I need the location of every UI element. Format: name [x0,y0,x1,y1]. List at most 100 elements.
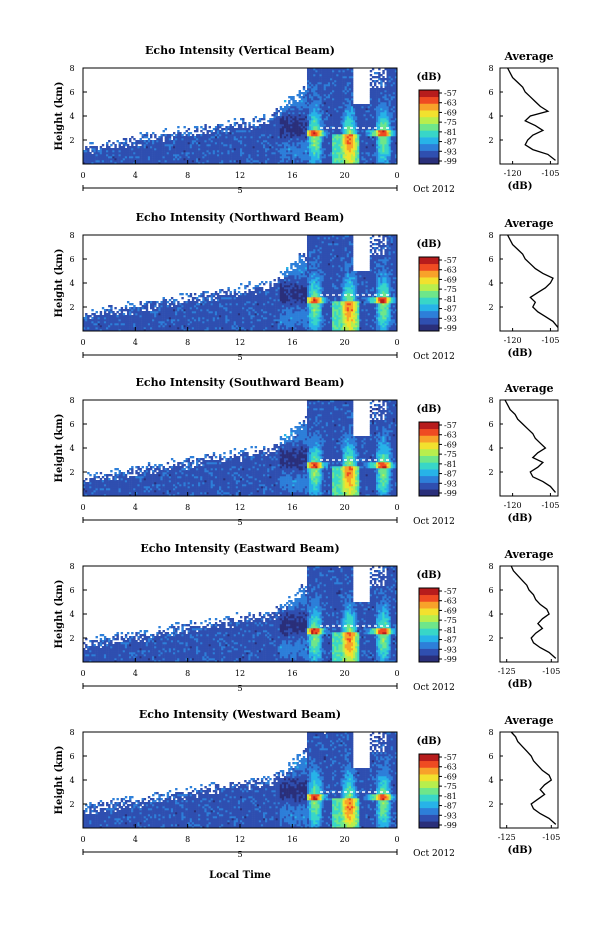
heatmap-cell [315,94,317,96]
heatmap-cell [349,78,351,80]
heatmap-cell [156,311,158,313]
heatmap-cell [343,102,345,104]
heatmap-cell [284,156,286,158]
heatmap-cell [267,156,269,158]
heatmap-cell [345,142,347,144]
heatmap-cell [223,297,225,299]
heatmap-cell [389,136,391,138]
heatmap-cell [246,323,248,325]
heatmap-cell [351,144,353,146]
heatmap-cell [301,130,303,132]
heatmap-cell [261,128,263,130]
heatmap-cell [223,305,225,307]
heatmap-cell [322,124,324,126]
heatmap-cell [265,130,267,132]
heatmap-cell [311,98,313,100]
heatmap-cell [343,144,345,146]
heatmap-cell [209,317,211,319]
heatmap-cell [294,154,296,156]
heatmap-cell [263,148,265,150]
heatmap-cell [87,152,89,154]
heatmap-cell [200,303,202,305]
heatmap-cell [215,126,217,128]
heatmap-cell [129,327,131,329]
heatmap-cell [299,94,301,96]
heatmap-cell [116,150,118,152]
heatmap-cell [209,160,211,162]
heatmap-cell [317,118,319,120]
heatmap-cell [146,321,148,323]
heatmap-cell [204,311,206,313]
heatmap-cell [188,307,190,309]
figure: Echo Intensity (Vertical Beam)2468Height… [0,0,611,929]
heatmap-cell [246,154,248,156]
heatmap-cell [175,307,177,309]
heatmap-cell [215,313,217,315]
heatmap-cell [292,142,294,144]
heatmap-cell [232,327,234,329]
heatmap-cell [286,156,288,158]
heatmap-cell [171,313,173,315]
heatmap-cell [102,154,104,156]
heatmap-cell [309,144,311,146]
heatmap-cell [374,76,376,78]
heatmap-cell [257,158,259,160]
heatmap-cell [93,160,95,162]
heatmap-cell [227,150,229,152]
heatmap-cell [186,130,188,132]
heatmap-cell [380,96,382,98]
heatmap-cell [372,142,374,144]
heatmap-cell [167,315,169,317]
heatmap-cell [322,142,324,144]
heatmap-cell [286,158,288,160]
heatmap-cell [102,307,104,309]
heatmap-cell [345,110,347,112]
heatmap-cell [349,110,351,112]
heatmap-cell [347,124,349,126]
heatmap-cell [355,108,357,110]
heatmap-cell [309,88,311,90]
heatmap-cell [303,100,305,102]
heatmap-cell [284,146,286,148]
heatmap-cell [380,134,382,136]
heatmap-cell [382,108,384,110]
heatmap-cell [330,106,332,108]
heatmap-cell [202,140,204,142]
heatmap-cell [328,86,330,88]
heatmap-cell [267,158,269,160]
heatmap-cell [106,160,108,162]
heatmap-cell [238,138,240,140]
heatmap-cell [242,154,244,156]
heatmap-cell [313,138,315,140]
heatmap-cell [353,148,355,150]
heatmap-cell [288,124,290,126]
heatmap-cell [332,106,334,108]
heatmap-cell [236,156,238,158]
heatmap-cell [324,108,326,110]
heatmap-cell [232,321,234,323]
heatmap-cell [207,325,209,327]
heatmap-cell [181,146,183,148]
heatmap-cell [211,154,213,156]
heatmap-cell [93,319,95,321]
heatmap-cell [366,126,368,128]
heatmap-cell [273,124,275,126]
heatmap-cell [207,291,209,293]
heatmap-cell [345,78,347,80]
heatmap-cell [349,132,351,134]
heatmap-cell [248,130,250,132]
heatmap-cell [257,150,259,152]
heatmap-cell [313,82,315,84]
heatmap-cell [290,96,292,98]
heatmap-cell [351,84,353,86]
heatmap-cell [89,146,91,148]
heatmap-cell [366,138,368,140]
heatmap-cell [334,102,336,104]
heatmap-cell [211,146,213,148]
heatmap-cell [123,323,125,325]
heatmap-cell [169,327,171,329]
heatmap-cell [242,317,244,319]
heatmap-cell [387,82,389,84]
heatmap-cell [347,84,349,86]
heatmap-cell [284,110,286,112]
